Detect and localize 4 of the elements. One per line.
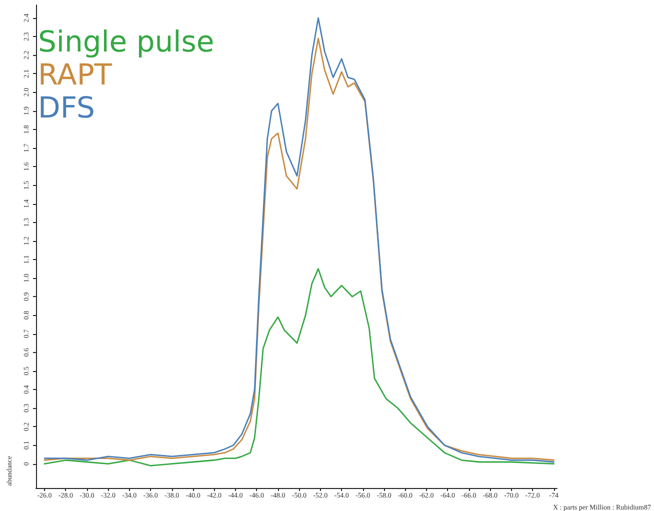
text: DFS (38, 90, 95, 124)
line-series (44, 268, 555, 466)
text: Single pulse (38, 24, 214, 58)
text: RAPT (38, 58, 112, 92)
